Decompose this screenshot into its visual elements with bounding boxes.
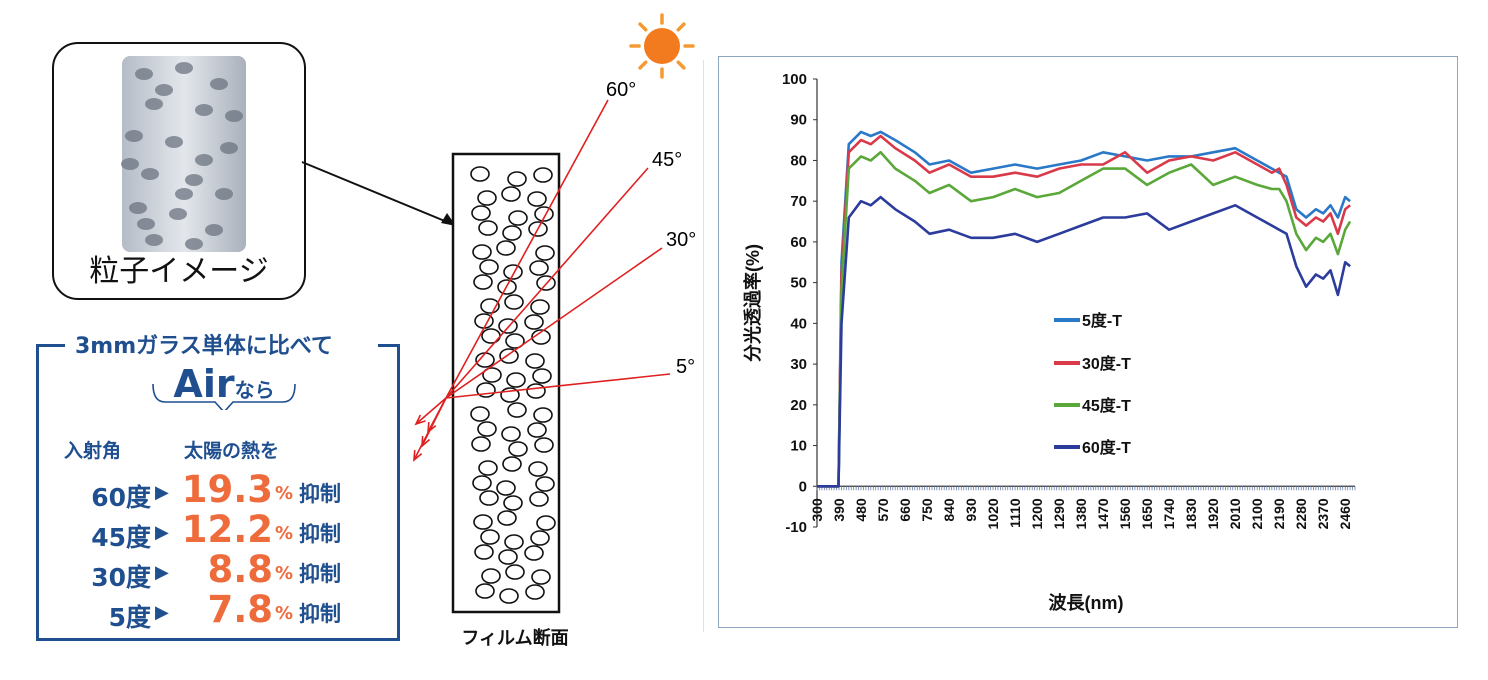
promo-top-border-left [36,344,66,347]
promo-box: 3mmガラス単体に比べて Airなら 入射角 太陽の熱を 60度 ▶ 19.3 … [36,328,400,641]
row-suffix: 抑制 [299,602,341,626]
y-tick-label: 30 [790,356,807,373]
particle-structure-image [121,56,246,252]
row-value: 19.3 [181,468,273,511]
x-tick-label: 2100 [1249,498,1265,529]
row-angle: 60度 [91,483,151,512]
row-value: 12.2 [181,508,273,551]
triangle-arrow-icon: ▶ [155,562,169,583]
promo-top-border-right [378,344,400,347]
x-tick-label: 840 [941,498,957,522]
y-tick-label: 10 [790,438,807,455]
x-tick-label: 930 [963,498,979,522]
sun-icon [629,13,695,79]
y-tick-label: 70 [790,193,807,210]
air-suffix: なら [234,378,275,402]
percent-sign: % [275,563,294,584]
x-tick-label: 1110 [1007,498,1023,528]
y-tick-label: 50 [790,275,807,292]
x-tick-label: 1830 [1183,498,1199,529]
x-tick-label: 1920 [1205,498,1221,529]
x-tick-label: 2010 [1227,498,1243,529]
column-header-angle: 入射角 [64,440,122,462]
x-tick-label: 1200 [1029,498,1045,529]
series-line [817,195,1351,488]
y-tick-label: 60 [790,234,807,251]
legend-label: 60度-T [1082,438,1131,457]
angle-label-60: 60° [606,79,636,101]
x-tick-label: 2460 [1337,498,1353,529]
air-bubbles [470,166,556,604]
particle-image-panel: 粒子イメージ [52,42,306,300]
x-tick-label: 390 [831,498,847,522]
column-header-effect: 太陽の熱を [184,440,280,462]
light-rays [413,99,671,462]
angle-label-5: 5° [676,356,695,378]
row-suffix: 抑制 [299,482,341,506]
x-tick-label: 570 [875,498,891,522]
row-angle: 30度 [91,563,151,592]
result-row: 45度 ▶ 12.2 % 抑制 [39,508,397,552]
x-tick-label: 480 [853,498,869,522]
x-tick-label: 1650 [1139,498,1155,529]
x-tick-label: 1020 [985,498,1001,529]
x-tick-label: 1380 [1073,498,1089,529]
row-suffix: 抑制 [299,522,341,546]
series-line [817,151,1352,488]
x-axis-label: 波長(nm) [1049,592,1124,613]
triangle-arrow-icon: ▶ [155,602,169,623]
y-tick-label: 40 [790,315,807,332]
percent-sign: % [275,483,294,504]
y-axis-label: 分光透過率(%) [742,244,763,362]
y-tick-label: -10 [785,519,807,536]
row-value: 8.8 [207,548,273,591]
x-tick-label: 1290 [1051,498,1067,529]
y-tick-label: 20 [790,397,807,414]
legend-label: 45度-T [1082,396,1131,415]
series-line [817,130,1351,488]
x-tick-label: 2370 [1315,498,1331,529]
y-tick-label: 100 [782,71,807,88]
angle-label-30: 30° [666,229,696,251]
x-tick-label: 660 [897,498,913,522]
x-tick-label: 300 [809,498,825,522]
percent-sign: % [275,603,294,624]
x-tick-label: 1470 [1095,498,1111,529]
air-bracket [152,383,296,410]
x-tick-label: 1560 [1117,498,1133,529]
row-value: 7.8 [207,588,273,631]
air-callout: Airなら [149,362,299,410]
y-tick-label: 80 [790,152,807,169]
divider-line [703,60,704,632]
angle-label-45: 45° [652,149,682,171]
air-product-name: Air [173,362,235,406]
y-tick-label: 0 [799,478,807,495]
legend-label: 5度-T [1082,311,1122,330]
percent-sign: % [275,523,294,544]
x-tick-label: 2280 [1293,498,1309,529]
film-caption: フィルム断面 [461,628,569,649]
chart-panel: -10 0 10 20 30 40 50 60 70 80 90 100 300 390 480 570 660… [718,56,1458,628]
particle-image-label: 粒子イメージ [89,254,269,289]
promo-heading: 3mmガラス単体に比べて [65,328,343,360]
triangle-arrow-icon: ▶ [155,522,169,543]
x-tick-label: 750 [919,498,935,522]
row-angle: 5度 [108,603,151,632]
series-line [817,134,1351,488]
result-row: 5度 ▶ 7.8 % 抑制 [39,588,397,632]
legend-label: 30度-T [1082,354,1131,373]
row-suffix: 抑制 [299,562,341,586]
y-tick-label: 90 [790,112,807,129]
result-row: 30度 ▶ 8.8 % 抑制 [39,548,397,592]
x-tick-label: 2190 [1271,498,1287,529]
triangle-arrow-icon: ▶ [155,482,169,503]
result-row: 60度 ▶ 19.3 % 抑制 [39,468,397,512]
x-tick-label: 1740 [1161,498,1177,529]
row-angle: 45度 [91,523,151,552]
film-cross-section-diagram: 60° 45° 30° 5° [413,13,696,614]
